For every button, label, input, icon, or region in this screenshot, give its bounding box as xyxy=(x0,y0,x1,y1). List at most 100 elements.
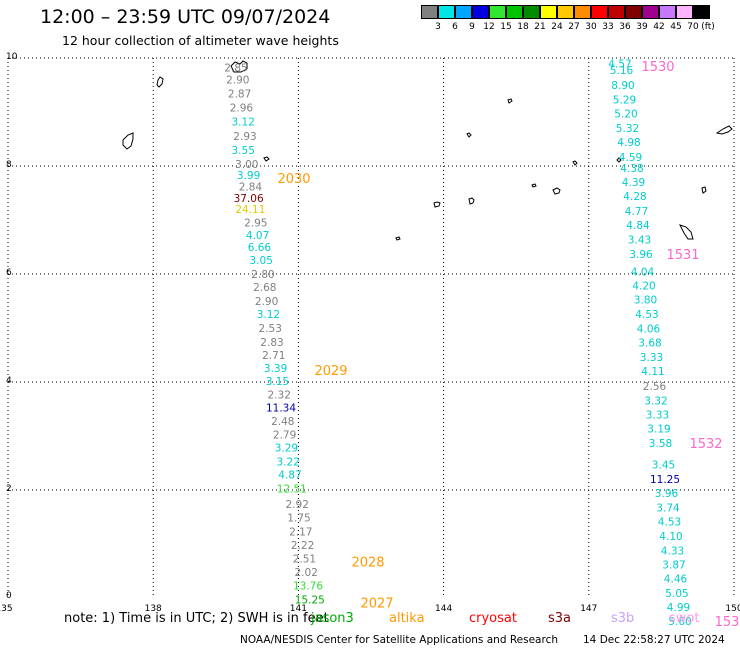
island-shape xyxy=(156,76,164,88)
legend-label: 70 xyxy=(687,22,699,32)
swh-label: 3.12 xyxy=(232,117,255,129)
satellite-swot: swot xyxy=(669,611,700,626)
legend-label: 21 xyxy=(534,22,546,32)
satellite-altika: altika xyxy=(389,611,425,626)
east-track: 4.575.16 8.90 5.29 5.20 5.32 4.98 4.594.38 4.39… xyxy=(608,58,691,628)
lat-tick-label: 10 xyxy=(6,52,18,62)
swh-label: 4.04 xyxy=(631,266,655,278)
swh-label: 6.66 xyxy=(248,242,272,254)
legend-swatch xyxy=(642,5,659,19)
swh-label: 5.20 xyxy=(614,109,637,121)
legend-label: 9 xyxy=(469,22,475,32)
island-shape xyxy=(395,236,401,241)
swh-label: 2.22 xyxy=(291,540,314,552)
swh-label: 4.98 xyxy=(617,137,640,149)
satellite-s3a: s3a xyxy=(548,611,572,626)
swh-label: 3.68 xyxy=(638,338,661,350)
legend-label: 24 xyxy=(551,22,563,32)
swh-label: 2.96 xyxy=(230,103,254,115)
swh-label: 13.76 xyxy=(293,581,323,593)
swh-label: 2.71 xyxy=(262,350,285,362)
swh-label: 2.95 xyxy=(244,218,267,230)
pass-time-label: 1530 xyxy=(641,60,674,75)
lon-tick-label: 144 xyxy=(435,604,452,614)
swh-label: 4.53 xyxy=(658,516,681,528)
swh-label: 11.25 xyxy=(650,474,680,486)
swh-label: 2.84 xyxy=(239,182,263,194)
satellite-cryosat: cryosat xyxy=(469,611,517,626)
swh-label: 3.74 xyxy=(656,502,680,514)
credit-line: NOAA/NESDIS Center for Satellite Applica… xyxy=(240,634,558,646)
swh-label: 5.16 xyxy=(610,65,634,77)
swh-label: 4.06 xyxy=(637,324,661,336)
swh-label: 2.56 xyxy=(643,381,667,393)
legend-label: 42 xyxy=(653,22,665,32)
island-shape xyxy=(715,125,733,135)
lat-tick-label: 6 xyxy=(6,268,12,278)
swh-label: 2.48 xyxy=(271,416,294,428)
swh-label: 2.53 xyxy=(259,323,282,335)
island-shape xyxy=(468,197,475,205)
pass-time-label: 2027 xyxy=(360,596,393,611)
legend-swatch xyxy=(608,5,625,19)
legend-label: 12 xyxy=(483,22,495,32)
swh-label: 3.45 xyxy=(652,460,675,472)
swh-label: 2.68 xyxy=(253,282,276,294)
island-shape xyxy=(507,98,513,104)
page-title: 12:00 – 23:59 UTC 09/07/2024 xyxy=(40,6,331,28)
legend-swatch xyxy=(489,5,506,19)
pass-time-label: 2028 xyxy=(351,555,384,570)
swh-label: 15.25 xyxy=(295,595,325,607)
swh-label: 3.55 xyxy=(232,145,255,157)
swh-label: 5.29 xyxy=(613,95,636,107)
swh-label: 4.38 xyxy=(620,163,643,175)
legend-label: 39 xyxy=(636,22,648,32)
swh-label: 4.53 xyxy=(635,309,658,321)
lon-tick-label: 135 xyxy=(0,604,13,614)
swh-label: 4.77 xyxy=(625,206,648,218)
legend-swatch xyxy=(625,5,642,19)
swh-label: 3.43 xyxy=(628,234,651,246)
pass-time-label: 1532 xyxy=(689,437,722,452)
island-shape xyxy=(466,132,472,138)
legend-unit: (ft) xyxy=(701,22,715,32)
swh-label: 2.92 xyxy=(286,499,309,511)
lat-tick-label: 4 xyxy=(6,376,12,386)
swh-label: 4.84 xyxy=(626,220,650,232)
swh-label: 1.75 xyxy=(287,513,310,525)
legend-swatch xyxy=(421,5,438,19)
swh-label: 4.20 xyxy=(632,280,655,292)
swh-label: 11.34 xyxy=(266,402,296,414)
legend-label: 15 xyxy=(500,22,512,32)
lat-lon-grid xyxy=(7,57,735,598)
swh-label: 2.87 xyxy=(228,89,251,101)
swh-label: 4.57 xyxy=(608,58,631,70)
legend-swatch xyxy=(472,5,489,19)
axis-tick-labels: 135 138 141 144 147 150 0 2 4 6 8 10 xyxy=(0,52,740,614)
generation-timestamp: 14 Dec 22:58:27 UTC 2024 xyxy=(583,634,725,646)
island-shape xyxy=(230,60,248,73)
satellite-jason3: jason3 xyxy=(311,611,354,626)
pass-time-label: 2030 xyxy=(277,172,310,187)
swh-label: 3.33 xyxy=(646,409,669,421)
island-shape xyxy=(679,224,694,240)
satellite-tracks: 2.852.902.872.963.122.933.553.003.992.84… xyxy=(224,58,691,628)
swh-label: 4.87 xyxy=(278,469,301,481)
legend-swatch xyxy=(540,5,557,19)
swh-label: 37.06 xyxy=(234,193,264,205)
swh-label: 5.60 xyxy=(668,616,691,628)
island-shape xyxy=(433,201,441,208)
swh-label: 3.15 xyxy=(266,376,289,388)
swh-label: 3.19 xyxy=(647,423,670,435)
island-shape xyxy=(531,183,537,188)
legend-swatch xyxy=(693,5,710,19)
swh-label: 3.39 xyxy=(264,363,287,375)
legend-label: 6 xyxy=(452,22,458,32)
swh-label: 2.80 xyxy=(251,269,274,281)
swh-label: 4.07 xyxy=(246,230,269,242)
island-shape xyxy=(616,157,622,163)
swh-label: 4.59 xyxy=(619,152,642,164)
swh-label: 2.32 xyxy=(268,389,291,401)
legend-swatch xyxy=(659,5,676,19)
